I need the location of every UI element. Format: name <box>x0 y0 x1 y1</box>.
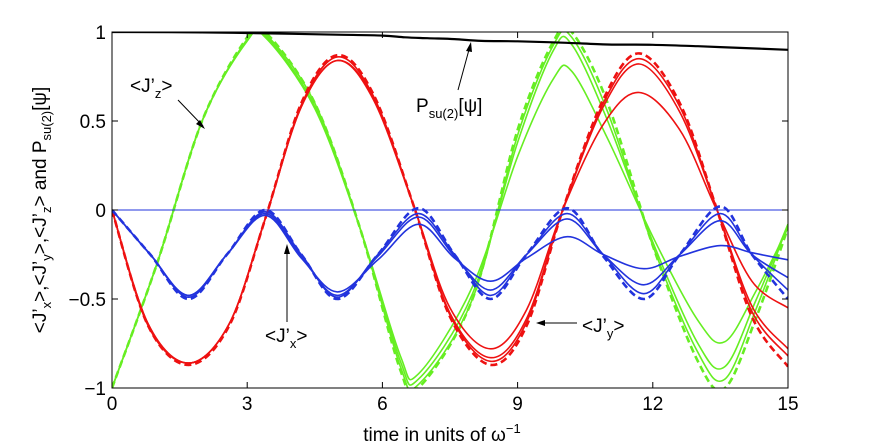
x-tick-label: 3 <box>242 394 253 415</box>
x-axis-title: time in units of ω−1 <box>363 421 520 445</box>
x-tick-label: 9 <box>512 394 523 415</box>
x-tick-label: 0 <box>107 394 118 415</box>
arrowhead-jy <box>536 320 545 326</box>
y-tick-label: −0.5 <box>68 290 106 311</box>
ticks-layer: 0 3 6 9 12 15 −1 −0.5 0 0.5 1 <box>68 23 798 415</box>
x-tick-label: 6 <box>377 394 388 415</box>
arrow-p <box>457 45 471 91</box>
arrowhead-jx <box>284 244 290 254</box>
annotation-jx: <J’x> <box>265 244 307 351</box>
series-line-jz-3 <box>112 32 788 388</box>
svg-text:<J’z>: <J’z> <box>130 76 172 101</box>
annotation-jz: <J’z> <box>130 76 205 129</box>
y-tick-label: −1 <box>84 379 106 400</box>
series-layer <box>112 32 788 388</box>
annotation-jy: <J’y> <box>536 316 624 341</box>
y-tick-label: 0 <box>95 201 106 222</box>
svg-text:Psu(2)[ψ]: Psu(2)[ψ] <box>416 96 482 121</box>
arrowhead-p <box>466 42 472 52</box>
series-line-p-12 <box>112 32 788 51</box>
y-axis-title: <J’x>,<J’y>,<J’z> and Psu(2)[ψ] <box>30 87 54 334</box>
series-line-jx-11 <box>112 209 788 297</box>
annotation-p: Psu(2)[ψ] <box>416 42 482 121</box>
svg-text:<J’y>: <J’y> <box>582 316 624 341</box>
x-tick-label: 15 <box>777 394 798 415</box>
arrowhead-jz <box>196 120 205 129</box>
y-tick-label: 1 <box>95 23 106 44</box>
y-tick-label: 0.5 <box>80 112 106 133</box>
x-tick-label: 12 <box>642 394 663 415</box>
series-line-jz-2 <box>112 32 788 388</box>
svg-text:<J’x>: <J’x> <box>265 326 307 351</box>
series-line-jy-7 <box>112 59 788 364</box>
